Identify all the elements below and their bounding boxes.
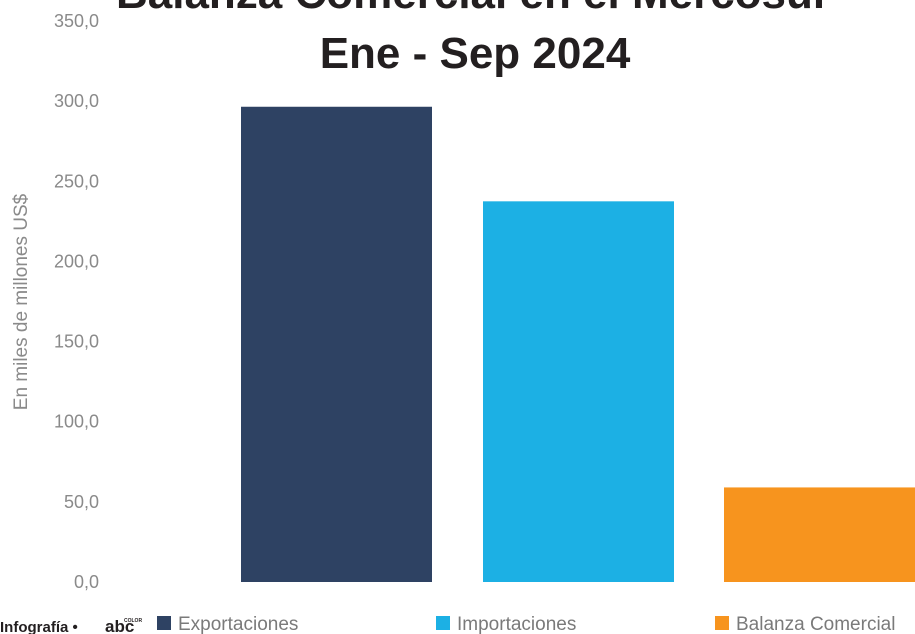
bar-importaciones xyxy=(483,201,674,583)
y-tick-label: 200,0 xyxy=(54,251,99,271)
legend: Exportaciones Importaciones Balanza Comerc… xyxy=(157,614,895,634)
legend-swatch xyxy=(157,616,171,630)
y-axis-ticks: 0,0 50,0 100,0 150,0 200,0 250,0 300,0 350,0 xyxy=(54,11,99,592)
logo-text: abc xyxy=(105,617,134,634)
y-tick-label: 100,0 xyxy=(54,412,99,432)
legend-label: Balanza Comercial xyxy=(736,614,895,634)
chart-title-line-2: Ene - Sep 2024 xyxy=(320,29,631,78)
y-tick-label: 350,0 xyxy=(54,11,99,31)
legend-swatch xyxy=(436,616,450,630)
y-tick-label: 250,0 xyxy=(54,171,99,191)
bars xyxy=(241,106,915,583)
chart-title-line-1: Balanza Comercial en el Mercosur xyxy=(116,0,830,18)
y-tick-label: 50,0 xyxy=(64,492,99,512)
credit: Infografía • abc COLOR xyxy=(0,617,142,634)
y-tick-label: 0,0 xyxy=(74,572,99,592)
bar-exportaciones xyxy=(241,106,432,582)
legend-swatch xyxy=(715,616,729,630)
legend-label: Exportaciones xyxy=(178,614,298,634)
logo-small-text: COLOR xyxy=(124,618,142,624)
legend-label: Importaciones xyxy=(457,614,576,634)
bar-balanza-comercial xyxy=(724,487,915,582)
abc-color-logo: abc COLOR xyxy=(105,617,142,634)
y-tick-label: 150,0 xyxy=(54,332,99,352)
y-tick-label: 300,0 xyxy=(54,91,99,111)
credit-label: Infografía • xyxy=(0,619,78,634)
y-axis-title: En miles de millones US$ xyxy=(11,193,32,410)
